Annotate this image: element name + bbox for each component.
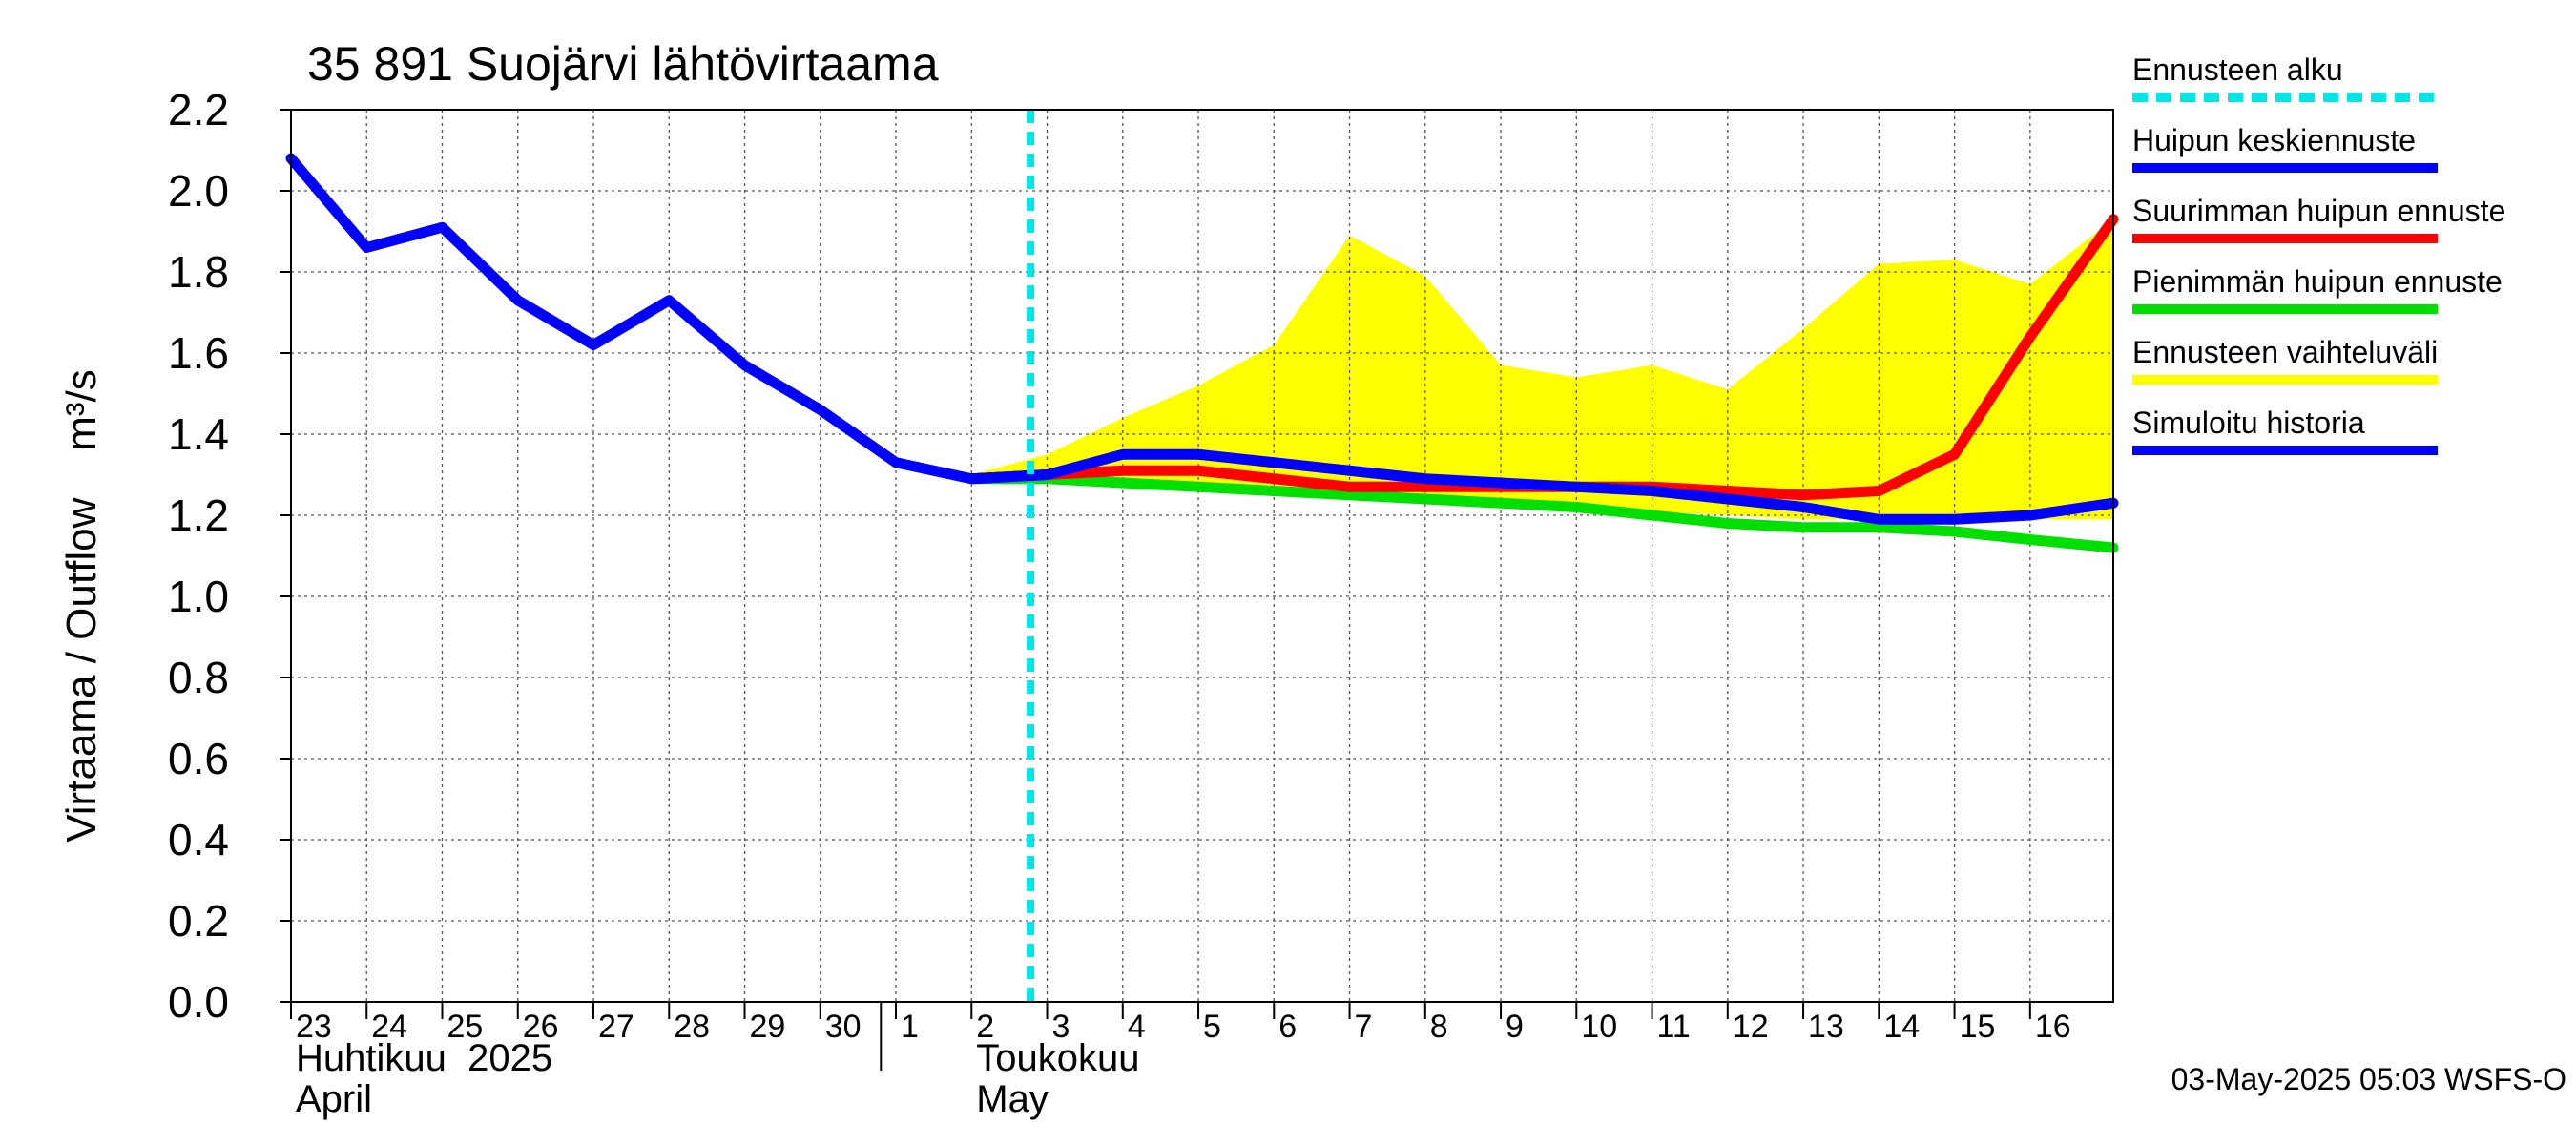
x-tick-label: 30	[825, 1009, 862, 1045]
x-tick-label: 4	[1128, 1009, 1146, 1045]
month-label-en: April	[296, 1078, 372, 1120]
x-tick-label: 23	[296, 1009, 332, 1045]
y-tick-label: 1.0	[168, 572, 229, 621]
x-tick-label: 14	[1883, 1009, 1920, 1045]
x-tick-label: 3	[1052, 1009, 1070, 1045]
y-axis-label: Virtaama / Outflow m³/s	[58, 369, 105, 843]
x-tick-label: 26	[523, 1009, 559, 1045]
x-tick-label: 1	[901, 1009, 919, 1045]
x-tick-label: 27	[598, 1009, 634, 1045]
grid-layer	[291, 109, 2113, 1002]
legend-label: Ennusteen vaihteluväli	[2132, 335, 2438, 369]
y-tick-label: 0.8	[168, 653, 229, 702]
x-tick-label: 5	[1203, 1009, 1221, 1045]
y-tick-label: 0.2	[168, 896, 229, 946]
legend-label: Ennusteen alku	[2132, 52, 2343, 87]
series-line-huipun-keskiennuste	[966, 448, 2119, 525]
series-line-simuloitu-historia	[285, 153, 1053, 485]
y-tick-label: 1.6	[168, 328, 229, 378]
x-tick-label: 8	[1430, 1009, 1448, 1045]
x-tick-label: 10	[1581, 1009, 1617, 1045]
month-label-fi: Toukokuu	[976, 1037, 1139, 1079]
legend-label: Suurimman huipun ennuste	[2132, 194, 2505, 228]
legend-label: Huipun keskiennuste	[2132, 123, 2416, 157]
plot-frame	[290, 109, 2114, 1003]
series-layer	[285, 153, 2119, 553]
axis-layer: 0.00.20.40.60.81.01.21.41.61.82.02.223 24…	[168, 85, 2114, 1120]
x-tick-label: 28	[674, 1009, 710, 1045]
y-tick-label: 0.0	[168, 977, 229, 1027]
forecast-range-band	[971, 219, 2113, 520]
x-tick-label: 7	[1355, 1009, 1373, 1045]
x-tick-label: 12	[1733, 1009, 1769, 1045]
month-label-fi: Huhtikuu 2025	[296, 1037, 552, 1079]
legend: Ennusteen alku Huipun keskiennuste Suurimm…	[2132, 52, 2505, 455]
y-tick-label: 1.2	[168, 490, 229, 540]
x-tick-label: 11	[1657, 1009, 1691, 1045]
footer-timestamp: 03-May-2025 05:03 WSFS-O	[2171, 1062, 2566, 1096]
x-tick-label: 15	[1960, 1009, 1996, 1045]
y-tick-label: 0.6	[168, 734, 229, 783]
legend-label: Pienimmän huipun ennuste	[2132, 264, 2503, 299]
x-tick-label: 24	[371, 1009, 407, 1045]
chart-title: 35 891 Suojärvi lähtövirtaama	[307, 37, 939, 91]
x-tick-label: 29	[750, 1009, 786, 1045]
forecast-band-layer	[971, 219, 2113, 520]
x-tick-label: 9	[1506, 1009, 1524, 1045]
x-tick-label: 25	[447, 1009, 484, 1045]
y-tick-label: 1.4	[168, 409, 229, 459]
x-tick-label: 13	[1808, 1009, 1844, 1045]
x-tick-label: 2	[976, 1009, 994, 1045]
y-tick-label: 0.4	[168, 815, 229, 864]
legend-label: Simuloitu historia	[2132, 406, 2365, 440]
month-label-en: May	[976, 1078, 1049, 1120]
x-tick-label: 16	[2035, 1009, 2071, 1045]
y-tick-label: 2.2	[168, 85, 229, 135]
x-tick-label: 6	[1278, 1009, 1297, 1045]
y-tick-label: 2.0	[168, 166, 229, 216]
series-line-pienimm-n-huipun-ennuste	[966, 473, 2119, 553]
y-tick-label: 1.8	[168, 247, 229, 297]
